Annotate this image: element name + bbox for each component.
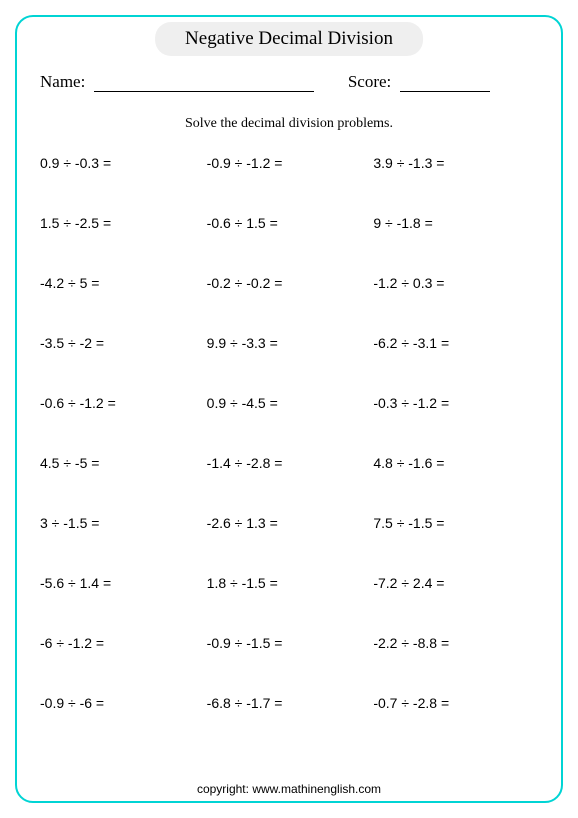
problem-cell: -0.6 ÷ 1.5 =	[207, 215, 374, 231]
problem-cell: -2.2 ÷ -8.8 =	[373, 635, 540, 651]
problem-cell: -5.6 ÷ 1.4 =	[40, 575, 207, 591]
problem-cell: 9 ÷ -1.8 =	[373, 215, 540, 231]
problem-cell: -0.6 ÷ -1.2 =	[40, 395, 207, 411]
score-label: Score:	[348, 72, 391, 92]
instruction-text: Solve the decimal division problems.	[0, 116, 578, 132]
problem-cell: 4.5 ÷ -5 =	[40, 455, 207, 471]
problem-cell: -6 ÷ -1.2 =	[40, 635, 207, 651]
problem-cell: 1.8 ÷ -1.5 =	[207, 575, 374, 591]
problem-cell: -1.2 ÷ 0.3 =	[373, 275, 540, 291]
problem-cell: 7.5 ÷ -1.5 =	[373, 515, 540, 531]
problem-cell: -0.9 ÷ -1.2 =	[207, 155, 374, 171]
problem-cell: -0.2 ÷ -0.2 =	[207, 275, 374, 291]
problem-row: 4.5 ÷ -5 = -1.4 ÷ -2.8 = 4.8 ÷ -1.6 =	[40, 455, 540, 515]
problems-grid: 0.9 ÷ -0.3 = -0.9 ÷ -1.2 = 3.9 ÷ -1.3 = …	[40, 155, 540, 755]
problem-row: -0.9 ÷ -6 = -6.8 ÷ -1.7 = -0.7 ÷ -2.8 =	[40, 695, 540, 755]
problem-cell: 3.9 ÷ -1.3 =	[373, 155, 540, 171]
problem-row: 1.5 ÷ -2.5 = -0.6 ÷ 1.5 = 9 ÷ -1.8 =	[40, 215, 540, 275]
problem-cell: 0.9 ÷ -4.5 =	[207, 395, 374, 411]
copyright-footer: copyright: www.mathinenglish.com	[0, 782, 578, 796]
name-blank-line[interactable]	[94, 91, 314, 92]
problem-cell: -6.8 ÷ -1.7 =	[207, 695, 374, 711]
problem-cell: 9.9 ÷ -3.3 =	[207, 335, 374, 351]
problem-cell: 4.8 ÷ -1.6 =	[373, 455, 540, 471]
problem-cell: 3 ÷ -1.5 =	[40, 515, 207, 531]
problem-cell: 0.9 ÷ -0.3 =	[40, 155, 207, 171]
problem-cell: -0.3 ÷ -1.2 =	[373, 395, 540, 411]
problem-cell: -6.2 ÷ -3.1 =	[373, 335, 540, 351]
problem-row: -5.6 ÷ 1.4 = 1.8 ÷ -1.5 = -7.2 ÷ 2.4 =	[40, 575, 540, 635]
problem-row: -0.6 ÷ -1.2 = 0.9 ÷ -4.5 = -0.3 ÷ -1.2 =	[40, 395, 540, 455]
problem-cell: -4.2 ÷ 5 =	[40, 275, 207, 291]
problem-cell: -0.9 ÷ -6 =	[40, 695, 207, 711]
problem-cell: -2.6 ÷ 1.3 =	[207, 515, 374, 531]
header-row: Name: Score:	[40, 72, 540, 92]
problem-row: 3 ÷ -1.5 = -2.6 ÷ 1.3 = 7.5 ÷ -1.5 =	[40, 515, 540, 575]
problem-cell: -0.7 ÷ -2.8 =	[373, 695, 540, 711]
score-blank-line[interactable]	[400, 91, 490, 92]
problem-cell: -0.9 ÷ -1.5 =	[207, 635, 374, 651]
problem-cell: -1.4 ÷ -2.8 =	[207, 455, 374, 471]
problem-row: -4.2 ÷ 5 = -0.2 ÷ -0.2 = -1.2 ÷ 0.3 =	[40, 275, 540, 335]
problem-cell: 1.5 ÷ -2.5 =	[40, 215, 207, 231]
problem-row: -6 ÷ -1.2 = -0.9 ÷ -1.5 = -2.2 ÷ -8.8 =	[40, 635, 540, 695]
problem-row: 0.9 ÷ -0.3 = -0.9 ÷ -1.2 = 3.9 ÷ -1.3 =	[40, 155, 540, 215]
name-label: Name:	[40, 72, 85, 92]
problem-row: -3.5 ÷ -2 = 9.9 ÷ -3.3 = -6.2 ÷ -3.1 =	[40, 335, 540, 395]
problem-cell: -7.2 ÷ 2.4 =	[373, 575, 540, 591]
problem-cell: -3.5 ÷ -2 =	[40, 335, 207, 351]
worksheet-title: Negative Decimal Division	[155, 22, 423, 56]
